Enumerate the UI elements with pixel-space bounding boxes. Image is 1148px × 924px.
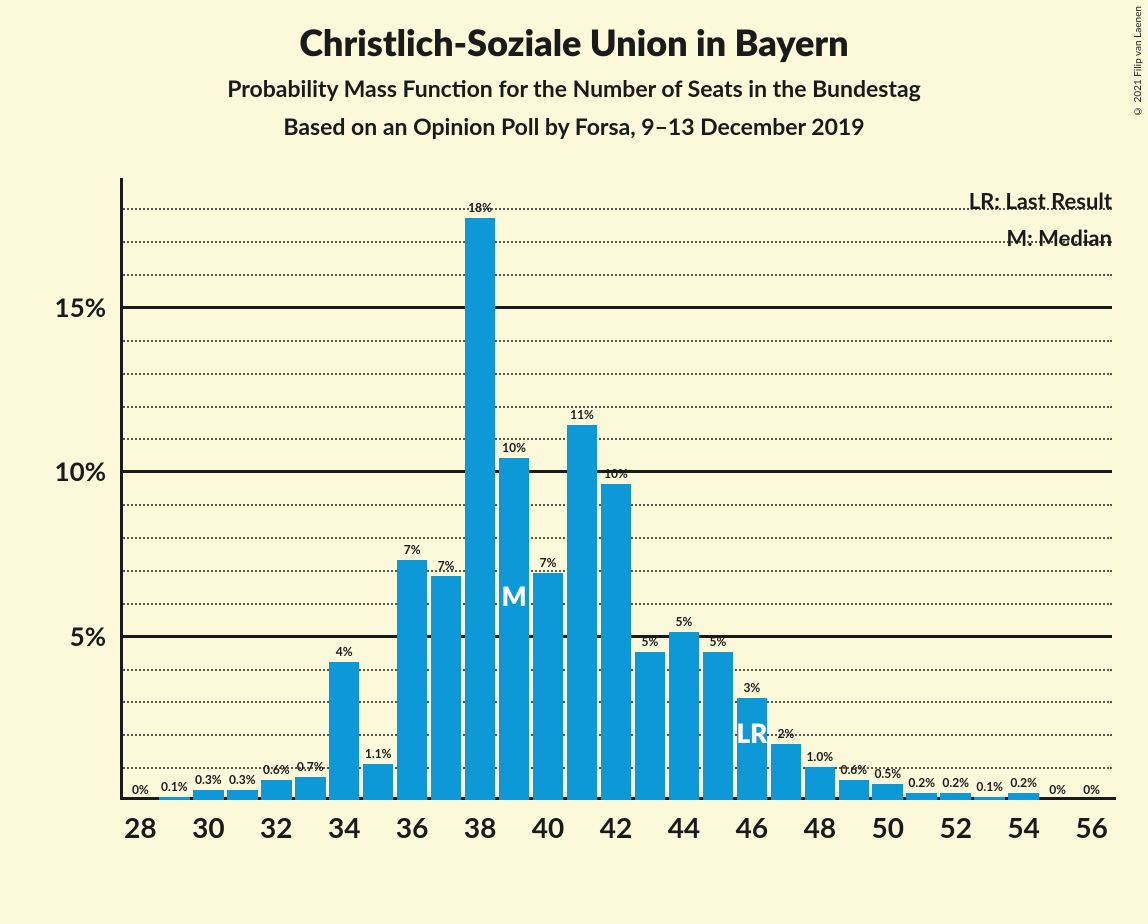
bar: 0.3% xyxy=(193,790,224,800)
bar-label: 0.2% xyxy=(1010,775,1037,793)
bar-label: 1.1% xyxy=(365,746,392,764)
bar-label: 0.1% xyxy=(976,779,1003,797)
bar-label: 0.5% xyxy=(874,766,901,784)
grid-major xyxy=(120,306,1112,309)
bar-label: 0.6% xyxy=(263,762,290,780)
x-tick-label: 38 xyxy=(464,800,496,844)
bar: 5% xyxy=(669,632,700,800)
chart-title: Christlich-Soziale Union in Bayern xyxy=(0,20,1148,64)
bar: 1.0% xyxy=(805,767,836,800)
bar: 0.7% xyxy=(295,777,326,800)
bar-label: 11% xyxy=(570,407,594,425)
bar: 0.2% xyxy=(1008,793,1039,800)
grid-minor xyxy=(120,274,1112,276)
bar-label: 0.3% xyxy=(195,772,222,790)
grid-minor xyxy=(120,406,1112,408)
x-tick-label: 30 xyxy=(192,800,224,844)
bar-label: 0% xyxy=(1049,782,1066,800)
x-tick-label: 52 xyxy=(939,800,971,844)
bar: 5% xyxy=(703,652,734,800)
bar: 0.1% xyxy=(974,797,1005,800)
x-tick-label: 46 xyxy=(736,800,768,844)
plot-area: 5%10%15%2830323436384042444648505254560%… xyxy=(120,182,1112,800)
bar-label: 0.1% xyxy=(161,779,188,797)
bar: 18% xyxy=(465,218,496,800)
x-tick-label: 56 xyxy=(1075,800,1107,844)
bar-label: 0% xyxy=(132,782,149,800)
bar-label: 0.2% xyxy=(908,775,935,793)
last-result-marker: LR xyxy=(737,717,768,749)
bar: 0.5% xyxy=(872,784,903,800)
bar-label: 5% xyxy=(676,614,693,632)
bar: 4% xyxy=(329,662,360,800)
bar: 11% xyxy=(567,425,598,800)
bar: 0.6% xyxy=(839,780,870,800)
x-tick-label: 44 xyxy=(668,800,700,844)
median-marker: M xyxy=(502,580,527,612)
chart-titles: Christlich-Soziale Union in Bayern Proba… xyxy=(0,0,1148,140)
x-tick-label: 42 xyxy=(600,800,632,844)
y-tick-label: 15% xyxy=(55,291,120,323)
grid-minor xyxy=(120,241,1112,243)
x-tick-label: 50 xyxy=(872,800,904,844)
bar-label: 10% xyxy=(502,440,526,458)
bar-label: 3% xyxy=(743,680,760,698)
bar: 5% xyxy=(635,652,666,800)
bar-label: 7% xyxy=(540,555,557,573)
y-axis-line xyxy=(120,178,123,800)
chart-subtitle-1: Probability Mass Function for the Number… xyxy=(0,74,1148,102)
bar-label: 4% xyxy=(336,644,353,662)
x-tick-label: 28 xyxy=(124,800,156,844)
chart-area: LR: Last Result M: Median 5%10%15%283032… xyxy=(45,170,1120,850)
bar-label: 10% xyxy=(604,466,628,484)
x-tick-label: 54 xyxy=(1007,800,1039,844)
chart-subtitle-2: Based on an Opinion Poll by Forsa, 9–13 … xyxy=(0,112,1148,140)
copyright-text: © 2021 Filip van Laenen xyxy=(1132,6,1144,117)
bar-label: 5% xyxy=(642,634,659,652)
bar: 7% xyxy=(533,573,564,800)
bar-label: 1.0% xyxy=(807,749,834,767)
grid-minor xyxy=(120,208,1112,210)
bar-label: 7% xyxy=(404,542,421,560)
bar: 0.6% xyxy=(261,780,292,800)
grid-minor xyxy=(120,438,1112,440)
bar: 0.2% xyxy=(940,793,971,800)
grid-minor xyxy=(120,340,1112,342)
bar-label: 5% xyxy=(710,634,727,652)
grid-minor xyxy=(120,373,1112,375)
x-tick-label: 48 xyxy=(804,800,836,844)
bar: 7% xyxy=(431,576,462,800)
bar-label: 7% xyxy=(438,558,455,576)
bar: 1.1% xyxy=(363,764,394,800)
x-tick-label: 34 xyxy=(328,800,360,844)
bar: 7% xyxy=(397,560,428,800)
x-tick-label: 32 xyxy=(260,800,292,844)
y-tick-label: 5% xyxy=(70,620,120,652)
bar-label: 0.2% xyxy=(942,775,969,793)
bar-label: 2% xyxy=(777,726,794,744)
bar: 0.1% xyxy=(159,797,190,800)
bar-label: 0.6% xyxy=(840,762,867,780)
y-tick-label: 10% xyxy=(55,455,120,487)
x-tick-label: 40 xyxy=(532,800,564,844)
bar-label: 18% xyxy=(468,200,492,218)
bar: 0.2% xyxy=(906,793,937,800)
bar: 10% xyxy=(601,484,632,800)
bar: 0.3% xyxy=(227,790,258,800)
bar-label: 0.3% xyxy=(229,772,256,790)
bar: 2% xyxy=(771,744,802,800)
bar-label: 0% xyxy=(1083,782,1100,800)
bar-label: 0.7% xyxy=(297,759,324,777)
bar: 10% xyxy=(499,458,530,800)
x-tick-label: 36 xyxy=(396,800,428,844)
